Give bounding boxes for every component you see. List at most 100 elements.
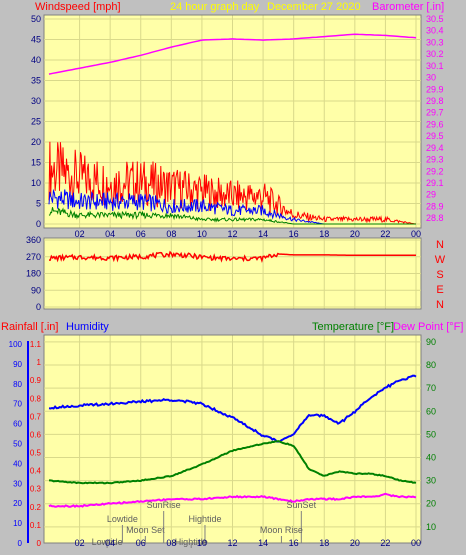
compass-tick-label: N [436,239,444,251]
x-tick-label: 22 [380,538,390,548]
barometer-tick-label: 30.1 [426,61,444,71]
rainfall-tick-label: 0.2 [30,503,42,512]
humidity-tick-label: 70 [13,400,22,409]
graph-date: December 27 2020 [267,1,361,13]
barometer-tick-label: 30 [426,73,436,83]
x-tick-label: 12 [227,229,237,239]
humidity-axis-title: Humidity [66,321,109,333]
x-tick-label: 02 [75,538,85,548]
rainfall-tick-label: 0.5 [30,449,42,458]
wind-direction-tick-label: 180 [26,269,41,279]
windspeed-tick-label: 10 [31,178,41,188]
humidity-tick-label: 30 [13,479,22,488]
humidity-tick-label: 100 [9,340,23,349]
barometer-tick-label: 30.5 [426,14,444,24]
x-tick-label: 04 [105,538,115,548]
windspeed-tick-label: 50 [31,14,41,24]
event-label: Hightide [188,514,221,524]
barometer-tick-label: 29.1 [426,178,444,188]
humidity-tick-label: 60 [13,420,22,429]
event-label: SunRise [147,500,181,510]
barometer-tick-label: 29 [426,190,436,200]
rainfall-tick-label: 0.6 [30,430,42,439]
x-tick-label: 20 [350,229,360,239]
wind-direction-tick-label: 270 [26,252,41,262]
humidity-tick-label: 50 [13,439,22,448]
temperature-tick-label: 40 [426,452,436,462]
x-tick-label: 06 [136,229,146,239]
humidity-series-line [48,374,417,443]
x-tick-label: 14 [258,538,268,548]
windspeed-tick-label: 30 [31,96,41,106]
rainfall-tick-label: 0.7 [30,412,42,421]
windspeed-tick-label: 15 [31,158,41,168]
rainfall-axis-title: Rainfall [.in] [1,321,58,333]
barometer-tick-label: 30.2 [426,49,444,59]
barometer-tick-label: 29.9 [426,84,444,94]
barometer-axis-title: Barometer [.in] [372,1,444,13]
temperature-tick-label: 60 [426,406,436,416]
x-tick-label: 10 [197,229,207,239]
event-label: Lowtide [107,514,138,524]
barometer-tick-label: 29.7 [426,108,444,118]
x-tick-label: 16 [289,538,299,548]
windspeed-tick-label: 35 [31,76,41,86]
temperature-tick-label: 50 [426,429,436,439]
graph-title: 24 hour graph day [170,1,260,13]
windspeed-tick-label: 25 [31,117,41,127]
temperature-tick-label: 90 [426,337,436,347]
gust-series-line [48,141,417,225]
x-tick-label: 16 [289,229,299,239]
rainfall-tick-label: 0.1 [30,521,42,530]
humidity-tick-label: 80 [13,380,22,389]
x-tick-label: 08 [166,229,176,239]
barometer-tick-label: 29.5 [426,131,444,141]
compass-tick-label: E [436,284,443,296]
x-tick-label: 10 [197,538,207,548]
barometer-series-line [48,33,417,75]
humidity-tick-label: 0 [18,539,23,548]
plot-frame [43,334,422,544]
rainfall-tick-label: 0.3 [30,485,42,494]
barometer-tick-label: 29.4 [426,143,444,153]
dew-point-series-line [48,492,417,508]
x-tick-label: 00 [411,229,421,239]
x-tick-label: 00 [411,538,421,548]
windspeed-tick-label: 40 [31,55,41,65]
rainfall-tick-label: 0.8 [30,394,42,403]
x-tick-label: 18 [319,229,329,239]
temperature-axis-title: Temperature [°F] [312,321,394,333]
event-label: SunSet [287,500,317,510]
wind-direction-tick-label: 90 [31,285,41,295]
windspeed-low-series-line [48,207,416,225]
barometer-tick-label: 29.6 [426,119,444,129]
x-tick-label: 02 [75,229,85,239]
x-tick-label: 04 [105,229,115,239]
wind-direction-series-line [49,250,416,263]
humidity-tick-label: 40 [13,459,22,468]
temperature-series-line [49,440,417,485]
rainfall-tick-label: 0.4 [30,467,42,476]
barometer-tick-label: 29.2 [426,166,444,176]
barometer-tick-label: 29.3 [426,155,444,165]
windspeed-tick-label: 20 [31,137,41,147]
x-tick-label: 12 [227,538,237,548]
x-tick-label: 14 [258,229,268,239]
x-tick-label: 06 [136,538,146,548]
barometer-tick-label: 30.4 [426,26,444,36]
rainfall-tick-label: 0 [37,539,42,548]
x-tick-label: 22 [380,229,390,239]
compass-tick-label: W [435,254,446,266]
event-label: Moon Set [126,525,165,535]
barometer-tick-label: 28.8 [426,213,444,223]
windspeed-axis-title: Windspeed [mph] [35,1,121,13]
x-tick-label: 20 [350,538,360,548]
barometer-tick-label: 30.3 [426,37,444,47]
humidity-tick-label: 20 [13,499,22,508]
rainfall-tick-label: 1 [37,358,42,367]
temperature-tick-label: 80 [426,360,436,370]
compass-tick-label: S [436,269,443,281]
x-tick-label: 18 [319,538,329,548]
event-label: Lowtide [92,537,123,547]
